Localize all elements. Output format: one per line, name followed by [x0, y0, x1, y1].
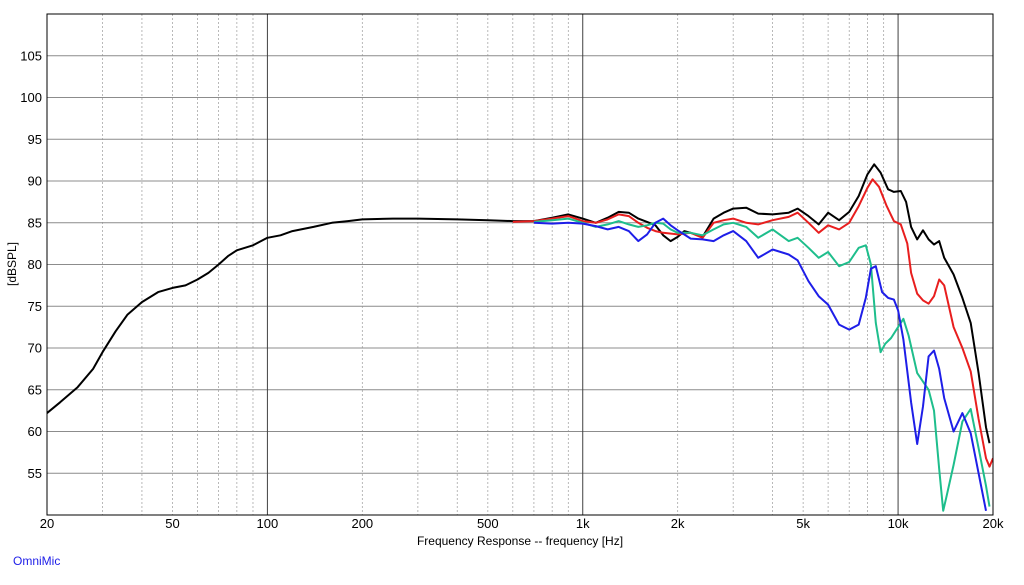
y-tick-label: 105	[20, 48, 42, 63]
x-tick-label: 20k	[983, 516, 1004, 531]
x-tick-label: 50	[165, 516, 179, 531]
major-vertical-gridlines	[266, 14, 899, 515]
y-tick-label: 75	[28, 299, 42, 314]
y-axis-title: [dBSPL]	[5, 242, 19, 286]
y-tick-label: 100	[20, 90, 42, 105]
x-tick-label: 100	[257, 516, 279, 531]
y-tick-label: 95	[28, 132, 42, 147]
y-axis-tick-labels: 55 60 65 70 75 80 85 90 95 100 105	[20, 48, 42, 481]
x-tick-label: 1k	[576, 516, 590, 531]
y-tick-label: 65	[28, 382, 42, 397]
x-tick-label: 500	[477, 516, 499, 531]
x-tick-label: 200	[351, 516, 373, 531]
x-axis-tick-labels: 20 50 100 200 500 1k 2k 5k 10k 20k	[40, 516, 1004, 531]
x-tick-label: 2k	[671, 516, 685, 531]
horizontal-gridlines	[47, 55, 993, 474]
y-tick-label: 60	[28, 424, 42, 439]
series-line-3	[533, 217, 991, 512]
y-tick-label: 55	[28, 466, 42, 481]
series-line-4	[533, 217, 987, 511]
brand-label: OmniMic	[13, 554, 61, 568]
series-line-1	[47, 163, 991, 444]
series-line-2	[512, 178, 993, 468]
y-tick-label: 70	[28, 341, 42, 356]
series-lines	[47, 163, 993, 512]
y-tick-label: 90	[28, 174, 42, 189]
x-tick-label: 10k	[888, 516, 909, 531]
x-axis-title: Frequency Response -- frequency [Hz]	[417, 534, 623, 548]
x-tick-label: 5k	[796, 516, 810, 531]
y-tick-label: 85	[28, 215, 42, 230]
y-tick-label: 80	[28, 257, 42, 272]
x-tick-label: 20	[40, 516, 54, 531]
plot-area-frame	[46, 13, 994, 516]
